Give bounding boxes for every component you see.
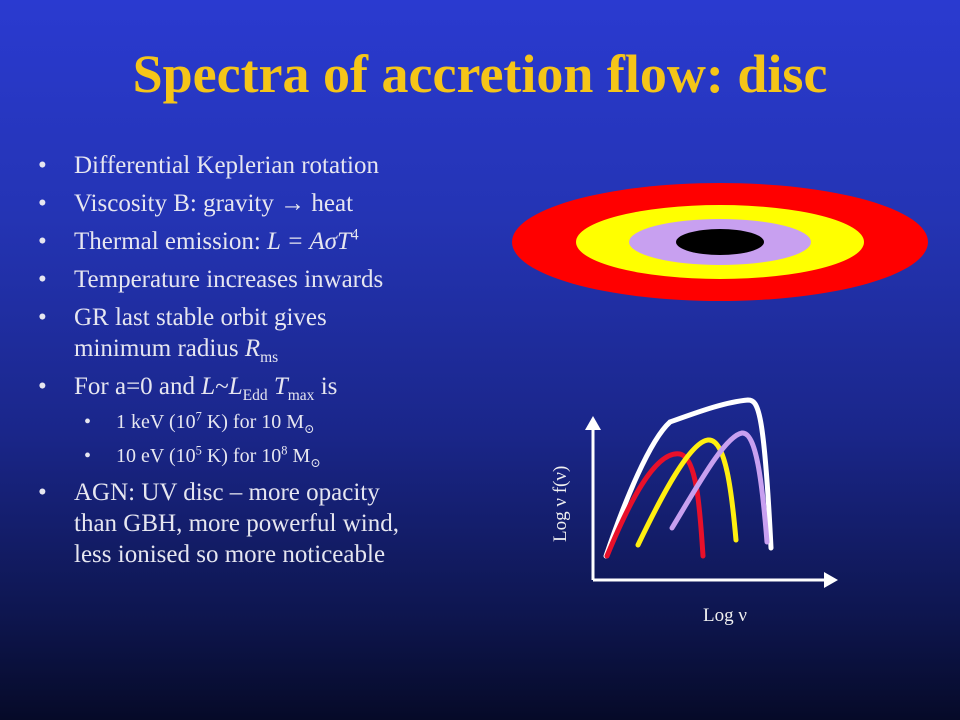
bullet-dot: •: [38, 373, 47, 400]
bullet-thermal: • Thermal emission: L = AσT4: [38, 226, 359, 255]
bullet-agn: • AGN: UV disc – more opacity than GBH, …: [38, 479, 399, 568]
bullet-viscosity: • Viscosity B: gravity → heat: [38, 190, 354, 217]
accretion-disc-diagram: [512, 183, 928, 301]
sun-symbol: ⊙: [310, 456, 321, 470]
bullet-dot: •: [84, 411, 92, 433]
plot-y-label: Log ν f(ν): [550, 465, 571, 542]
x-axis-arrowhead: [824, 572, 838, 588]
curve-white-total: [603, 397, 774, 559]
subbullet-agn: • 10 eV (105 K) for 108 M⊙: [84, 443, 321, 470]
slide-title: Spectra of accretion flow: disc: [132, 44, 828, 104]
bullet-dot: •: [38, 304, 47, 331]
bullet-dot: •: [84, 445, 92, 467]
bullet-dot: •: [38, 479, 47, 506]
bullet-gr-orbit: • GR last stable orbit gives minimum rad…: [38, 304, 327, 366]
y-axis-arrowhead: [585, 416, 601, 430]
sun-symbol: ⊙: [304, 422, 315, 436]
bullet-keplerian: • Differential Keplerian rotation: [38, 152, 379, 179]
curve-red: [604, 451, 706, 559]
black-hole: [676, 229, 764, 255]
bullet-dot: •: [38, 266, 47, 293]
bullet-temperature: • Temperature increases inwards: [38, 266, 384, 293]
bullet-list: • Differential Keplerian rotation • Visc…: [38, 150, 498, 577]
curve-yellow: [635, 437, 739, 548]
curve-purple: [669, 430, 770, 545]
formula: L = AσT: [267, 228, 351, 255]
bullet-dot: •: [38, 190, 47, 217]
arrow-symbol: →: [280, 190, 306, 217]
subbullet-gbh: • 1 keV (107 K) for 10 M⊙: [84, 409, 315, 436]
plot-x-label: Log ν: [703, 605, 747, 626]
bullet-dot: •: [38, 152, 47, 179]
bullet-dot: •: [38, 228, 47, 255]
spectrum-plot: [585, 397, 838, 588]
bullet-tmax: • For a=0 and L~LEdd Tmax is: [38, 373, 338, 404]
